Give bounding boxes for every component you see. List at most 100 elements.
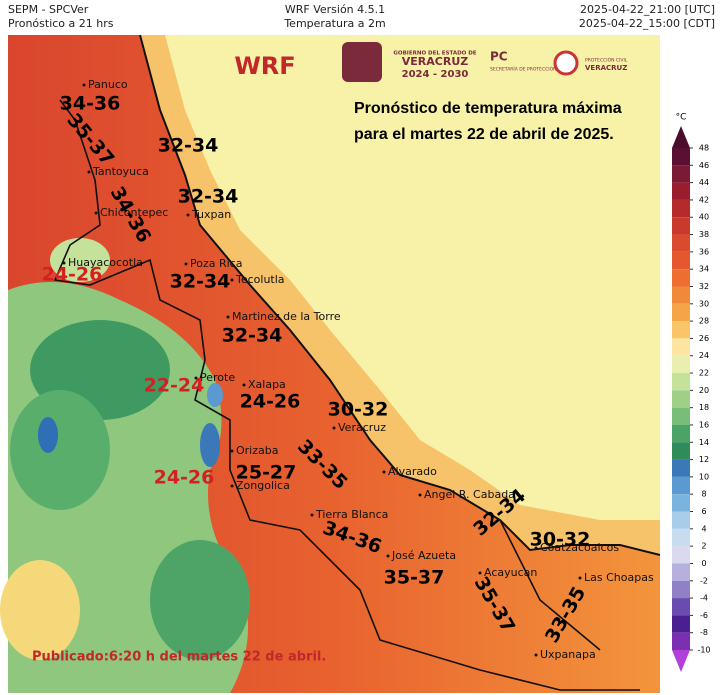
temperature-range: 25-27 [236,462,297,484]
logo-text: VERACRUZ [402,55,468,68]
place-label: Tierra Blanca [315,508,388,521]
place-label: José Azueta [391,549,456,562]
colorbar-segment [672,511,690,529]
colorbar-segment [672,165,690,183]
colorbar-segment [672,217,690,235]
temperature-range: 32-34 [170,271,231,293]
header-text: 2025-04-22_15:00 [CDT] [579,17,715,30]
colorbar-segment [672,251,690,270]
place-dot [534,653,538,657]
colorbar-tick-label: 0 [701,559,706,568]
place-label: Veracruz [338,421,386,434]
colorbar-segment [672,580,690,599]
temperature-range: 24-26 [42,264,103,286]
green-zones [0,238,250,693]
place-dot [94,211,98,215]
published-note: Publicado:6:20 h del martes 22 de abril. [32,650,326,665]
logo-text: 2024 - 2030 [402,69,469,80]
place-label: Xalapa [248,378,286,391]
colorbar-segment [672,598,690,616]
logo-text: GOBIERNO DEL ESTADO DE [393,51,476,57]
colorbar-tick-label: 44 [699,178,709,187]
colorbar-tick-label: -2 [700,576,708,585]
colorbar-segment [672,338,690,356]
place-dot [87,170,91,174]
place-dot [82,83,86,87]
colorbar-tick-label: 40 [699,213,709,222]
logo-text: SECRETARÍA DE PROTECCIÓN CIVIL [490,66,570,73]
place-dot [230,484,234,488]
logo-emblem [342,42,382,82]
colorbar-tick-label: 48 [699,144,709,153]
place-label: Las Choapas [584,571,654,584]
colorbar-tick-label: 46 [699,161,709,170]
state-border [53,99,640,691]
logo-text: VERACRUZ [585,64,627,72]
place-label: Chicontepec [100,206,168,219]
colorbar-tick-label: 36 [699,247,709,256]
place-label: Martinez de la Torre [232,310,341,323]
header-text: SEPM - SPCVer [8,3,89,16]
temperature-range: 24-26 [240,391,301,413]
colorbar-tick-label: -4 [700,594,708,603]
colorbar-tick-label: 38 [699,230,709,239]
place-dot [478,571,482,575]
colorbar-tick-label: 18 [699,403,709,412]
temperature-range: 30-32 [328,399,389,421]
colorbar-segment [672,424,690,443]
place-dot [310,513,314,517]
place-dot [194,376,198,380]
place-dot [382,470,386,474]
place-label: Uxpanapa [540,648,596,661]
colorbar-segment [672,528,690,547]
place-label: Tuxpan [191,208,231,221]
logo-text: PROTECCIÓN CIVIL [585,57,628,64]
place-dot [184,262,188,266]
temperature-range: 34-36 [60,93,121,115]
colorbar-tick-label: 24 [699,351,709,360]
logo-text: PC [490,50,508,64]
place-label: Zongolica [236,479,290,492]
coastal-strip [140,35,660,555]
green-zone [50,238,110,282]
colorbar-cap [672,126,690,148]
place-dot [386,554,390,558]
colorbar-tick-label: 2 [701,542,706,551]
colorbar-segment [672,286,690,304]
place-label: Angel R. Cabada [424,488,515,501]
logo-emblem [553,50,579,76]
colorbar-segment [672,148,690,166]
temperature-range: 22-24 [144,375,205,397]
colorbar-tick-label: 42 [699,195,709,204]
header-text: Temperatura a 2m [283,17,385,30]
header-text: 2025-04-22_21:00 [UTC] [580,3,715,16]
temperature-range: 30-32 [530,529,591,551]
place-dot [186,213,190,217]
place-dot [534,546,538,550]
colorbar-tick-label: 20 [699,386,709,395]
place-label: Alvarado [388,465,437,478]
place-label: Perote [200,371,235,384]
place-dot [242,383,246,387]
colorbar-tick-label: 26 [699,334,709,343]
colorbar-tick-label: 34 [699,265,709,274]
description: Pronóstico de temperatura máxima para el… [354,100,622,143]
colorbar-segment [672,321,690,339]
temperature-range: 35-37 [384,567,445,589]
colorbar-segment [672,390,690,408]
colorbar-unit: °C [676,113,687,123]
temperature-range: 32-34 [222,325,283,347]
colorbar-segment [672,407,690,425]
colorbar-segment [672,459,690,477]
place-dot [578,576,582,580]
colorbar-segment [672,234,690,252]
colorbar-tick-label: 16 [699,420,709,429]
colorbar-segment [672,615,690,633]
logos: GOBIERNO DEL ESTADO DE VERACRUZ 2024 - 2… [342,42,628,82]
cold-spot [200,423,220,467]
green-zone [10,390,110,510]
header-text: Pronóstico a 21 hrs [8,17,114,30]
colorbar-segment [672,632,690,650]
colorbar-tick-label: 8 [701,490,706,499]
